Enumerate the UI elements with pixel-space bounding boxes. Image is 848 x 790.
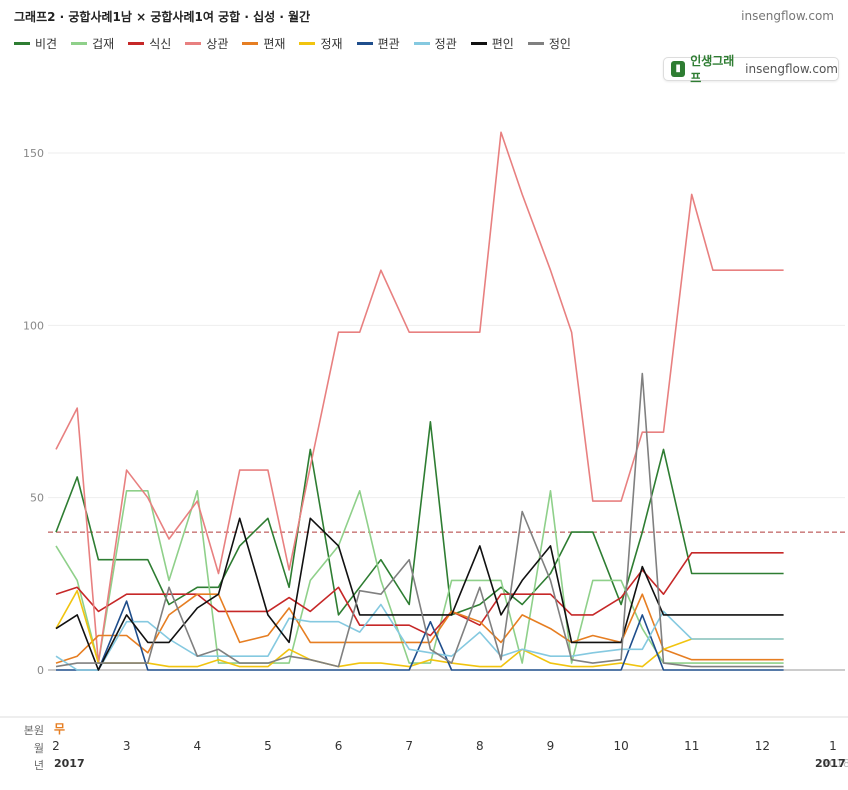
legend-swatch <box>356 42 373 45</box>
legend-swatch <box>527 42 544 45</box>
x-tick-label: 12 <box>755 739 770 753</box>
legend-swatch <box>242 42 259 45</box>
year-end-ghost: 2018 <box>822 757 848 770</box>
brand-site: insengflow.com <box>745 62 838 76</box>
legend-item[interactable]: 상관 <box>185 35 228 52</box>
legend-label: 정인 <box>548 37 571 51</box>
legend: 비견 겁재 식신 상관 편재 정재 편관 정관 편인 정인 <box>14 35 585 52</box>
series-line <box>55 593 784 664</box>
series-line <box>55 589 784 668</box>
brand-name: 인생그래프 <box>690 54 735 85</box>
legend-item[interactable]: 편재 <box>242 35 285 52</box>
chart-title: 그래프2 · 궁합사례1남 × 궁합사례1여 궁합 · 십성 · 월간 <box>14 10 311 24</box>
legend-label: 식신 <box>149 37 172 51</box>
series-line <box>55 131 784 664</box>
chart-logo-icon: ▮ <box>671 61 686 77</box>
row-label-bonwon: 본원 <box>23 724 44 737</box>
year-end: 2017 <box>815 757 846 770</box>
legend-swatch <box>185 42 202 45</box>
x-tick-label: 9 <box>547 739 555 753</box>
x-tick-label: 7 <box>405 739 413 753</box>
legend-swatch <box>299 42 316 45</box>
legend-label: 편인 <box>491 37 514 51</box>
legend-swatch <box>470 42 487 45</box>
legend-label: 비견 <box>35 37 58 51</box>
x-tick-label: 10 <box>613 739 628 753</box>
legend-label: 정관 <box>434 37 457 51</box>
legend-item[interactable]: 식신 <box>128 35 171 52</box>
legend-label: 정재 <box>320 37 343 51</box>
legend-swatch <box>413 42 430 45</box>
y-tick-label: 50 <box>30 492 44 505</box>
legend-item[interactable]: 정관 <box>413 35 457 52</box>
row-label-month: 월 <box>33 742 44 755</box>
series-line <box>56 600 784 671</box>
legend-label: 상관 <box>206 37 229 51</box>
legend-item[interactable]: 편인 <box>470 35 514 52</box>
x-tick-label: 6 <box>335 739 343 753</box>
brand-badge[interactable]: ▮ 인생그래프 insengflow.com <box>663 54 839 85</box>
legend-label: 편관 <box>377 37 400 51</box>
legend-swatch <box>71 42 88 45</box>
y-tick-label: 0 <box>37 664 44 677</box>
legend-item[interactable]: 편관 <box>356 35 400 52</box>
y-tick-label: 150 <box>23 147 44 160</box>
x-tick-label: 3 <box>123 739 131 753</box>
series-line <box>55 551 784 637</box>
site-name[interactable]: insengflow.com <box>741 9 834 23</box>
legend-label: 편재 <box>263 37 286 51</box>
legend-item[interactable]: 정재 <box>299 35 343 52</box>
x-tick-label: 1 <box>829 739 837 753</box>
x-tick-label: 2 <box>52 739 60 753</box>
row-label-year: 년 <box>33 759 44 772</box>
legend-item[interactable]: 비견 <box>14 35 57 52</box>
bonwon-value: 무 <box>54 722 66 736</box>
series-line <box>55 420 784 616</box>
legend-label: 겁재 <box>92 37 115 51</box>
legend-item[interactable]: 정인 <box>527 35 571 52</box>
legend-swatch <box>128 42 145 45</box>
x-tick-label: 5 <box>264 739 272 753</box>
series-line <box>55 372 784 668</box>
y-tick-label: 100 <box>23 319 44 332</box>
line-chart: 0 50 100 150 2 3 4 5 6 7 8 9 10 11 12 1 <box>0 131 848 753</box>
legend-swatch <box>14 42 30 45</box>
legend-item[interactable]: 겁재 <box>71 35 114 52</box>
x-tick-label: 4 <box>193 739 201 753</box>
x-tick-label: 11 <box>684 739 699 753</box>
x-tick-label: 8 <box>476 739 484 753</box>
year-start: 2017 <box>54 757 85 770</box>
